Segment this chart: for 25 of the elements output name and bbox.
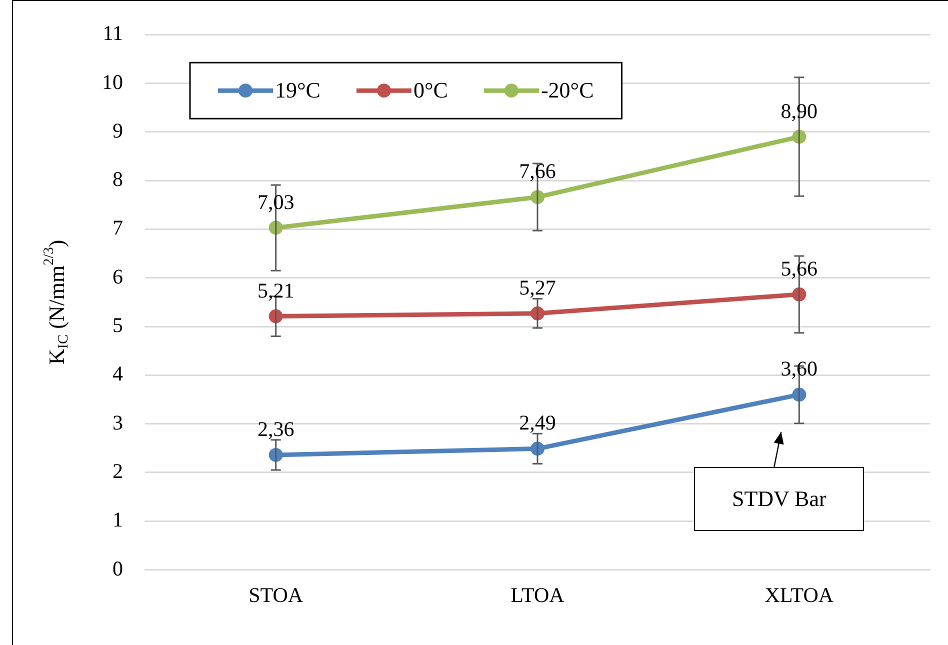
x-tick-label: XLTOA — [764, 582, 834, 607]
data-label: 5,21 — [257, 278, 294, 302]
callout-box: STDV Bar — [694, 466, 864, 531]
legend-label: 19°C — [275, 77, 320, 102]
y-tick-label: 2 — [112, 459, 123, 484]
y-tick-label: 4 — [112, 362, 124, 386]
y-tick-label: 6 — [112, 264, 123, 288]
y-tick-label: 0 — [112, 556, 123, 580]
y-tick-label: 5 — [112, 313, 123, 338]
data-label: 2,36 — [257, 416, 294, 441]
x-tick-label: LTOA — [510, 582, 566, 607]
y-tick-label: 9 — [112, 118, 123, 142]
y-tick-label: 10 — [102, 70, 123, 94]
y-tick-label: 7 — [112, 216, 123, 240]
y-tick-label: 1 — [112, 508, 123, 532]
data-label: 2,49 — [519, 410, 556, 435]
y-tick-label: 3 — [112, 410, 123, 434]
data-label: 5,27 — [519, 275, 556, 300]
legend-label: 0°C — [413, 77, 448, 102]
data-label: 3,60 — [780, 356, 818, 381]
x-tick-label: STOA — [248, 582, 304, 607]
y-tick-label: 8 — [112, 167, 123, 192]
y-tick-label: 11 — [102, 21, 123, 46]
y-axis-title: KIC (N/mm2/3) — [40, 240, 72, 365]
legend-label: -20°C — [540, 77, 594, 102]
